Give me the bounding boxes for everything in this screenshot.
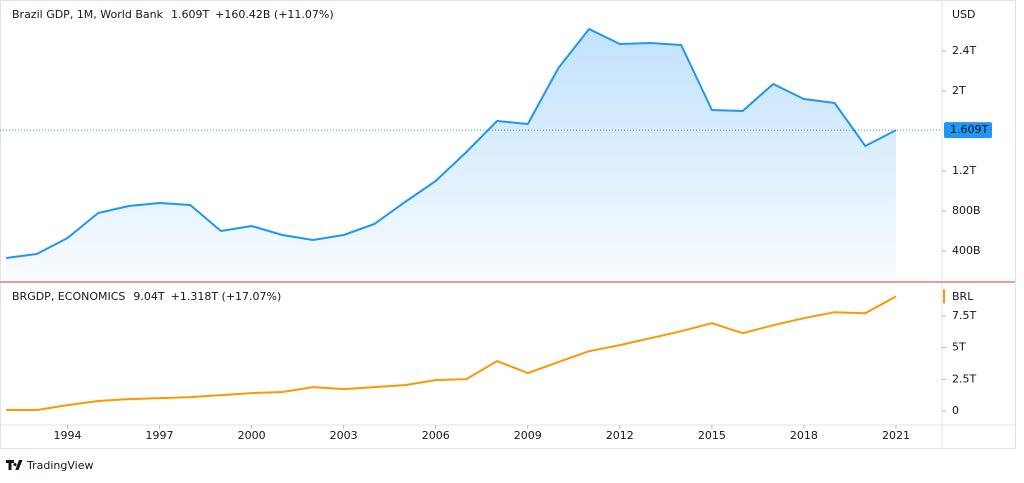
y-tick-label: 2T — [952, 84, 966, 97]
unit-label: USD — [952, 8, 976, 21]
x-tick-label: 2021 — [882, 429, 910, 442]
x-tick-label: 2009 — [514, 429, 542, 442]
y-tick-label: 7.5T — [952, 309, 976, 322]
series-line — [5, 28, 897, 259]
x-tick-label: 2018 — [790, 429, 818, 442]
area-fill — [6, 29, 897, 282]
last-value: 9.04T — [133, 290, 164, 303]
y-tick-label: 400B — [952, 244, 981, 257]
y-tick-label: 800B — [952, 204, 981, 217]
x-tick-label: 2012 — [606, 429, 634, 442]
y-tick-label: 0 — [952, 404, 959, 417]
y-tick-label: 2.4T — [952, 44, 976, 57]
unit-label: BRL — [952, 290, 974, 303]
footer-brand: TradingView — [26, 459, 93, 472]
y-tick-label: 1.2T — [952, 164, 976, 177]
x-tick-label: 2000 — [238, 429, 266, 442]
x-tick-label: 2006 — [422, 429, 450, 442]
last-price-badge — [944, 122, 992, 139]
last-price-marker — [943, 289, 945, 304]
x-tick-label: 2015 — [698, 429, 726, 442]
change-value: +160.42B (+11.07%) — [215, 8, 334, 21]
x-tick-label: 2003 — [330, 429, 358, 442]
x-tick-label: 1997 — [146, 429, 174, 442]
last-price-label: 1.609T — [950, 123, 988, 136]
y-tick-label: 2.5T — [952, 372, 976, 385]
chart-frame — [0, 0, 1016, 449]
tradingview-logo: TradingView — [6, 459, 93, 472]
x-tick-label: 1994 — [54, 429, 82, 442]
last-value: 1.609T — [171, 8, 209, 21]
series-title: Brazil GDP, 1M, World Bank — [12, 8, 164, 21]
series-line — [6, 295, 897, 411]
y-tick-label: 5T — [952, 341, 966, 354]
change-value: +1.318T (+17.07%) — [171, 290, 282, 303]
series-title: BRGDP, ECONOMICS — [12, 290, 125, 303]
